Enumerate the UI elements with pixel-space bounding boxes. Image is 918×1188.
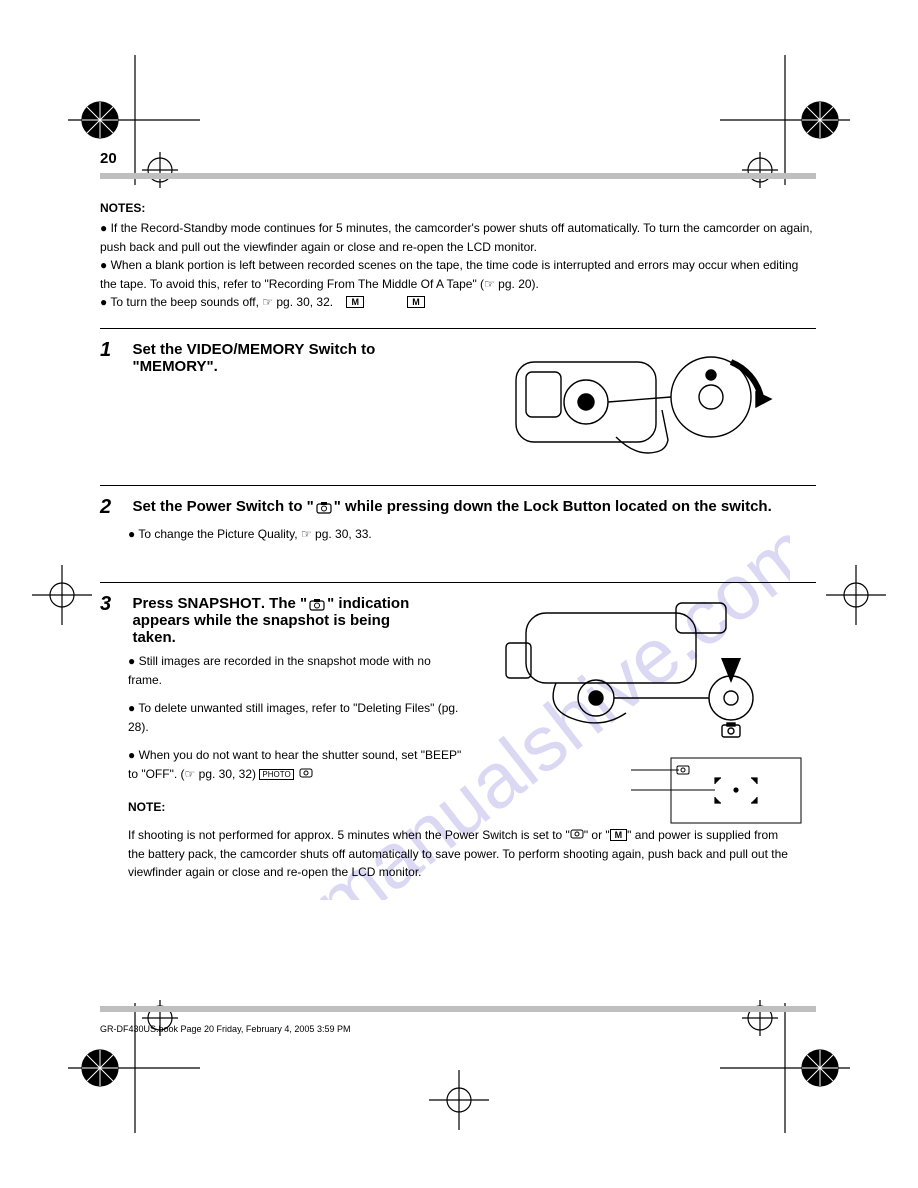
top-gray-rule: [100, 173, 816, 179]
step-2: 2 Set the Power Switch to "" while press…: [100, 485, 816, 566]
page-ref-icon: ☞: [262, 293, 273, 312]
mode-m-icon: M: [407, 296, 425, 308]
page-content: 20 NOTES: ● If the Record-Standby mode c…: [100, 150, 818, 892]
notes-paragraph: ● If the Record-Standby mode continues f…: [100, 219, 816, 312]
mode-m-icon: M: [346, 296, 364, 308]
step-1: 1 Set the VIDEO/MEMORY Switch to "MEMORY…: [100, 328, 816, 469]
step-3: 3 Press SNAPSHOT. The "" indication appe…: [100, 582, 816, 882]
step-title: Set the Power Switch to "" while pressin…: [132, 498, 792, 515]
step-title: Press SNAPSHOT. The "" indication appear…: [132, 595, 432, 646]
camera-icon: [309, 599, 325, 611]
bottom-gray-rule: [100, 1006, 816, 1012]
camera-icon: [299, 767, 313, 778]
footer-file-stamp: GR-DF430US.book Page 20 Friday, February…: [100, 1024, 350, 1034]
page-ref-icon: ☞: [185, 765, 196, 784]
step-body: ● To change the Picture Quality, ☞ pg. 3…: [128, 525, 788, 544]
notes-heading: NOTES:: [100, 201, 818, 215]
camera-icon: [316, 502, 332, 514]
photo-label-icon: PHOTO: [259, 769, 293, 780]
step-title: Set the VIDEO/MEMORY Switch to "MEMORY".: [132, 341, 432, 375]
step-number: 1: [100, 339, 128, 362]
camcorder-side-illustration: [496, 583, 816, 838]
step-body: ● Still images are recorded in the snaps…: [128, 652, 468, 882]
page-ref-icon: ☞: [484, 275, 495, 294]
step-number: 2: [100, 496, 128, 519]
page-number: 20: [100, 150, 818, 167]
step-number: 3: [100, 593, 128, 616]
page-ref-icon: ☞: [301, 525, 312, 544]
camcorder-back-illustration: [496, 337, 816, 472]
